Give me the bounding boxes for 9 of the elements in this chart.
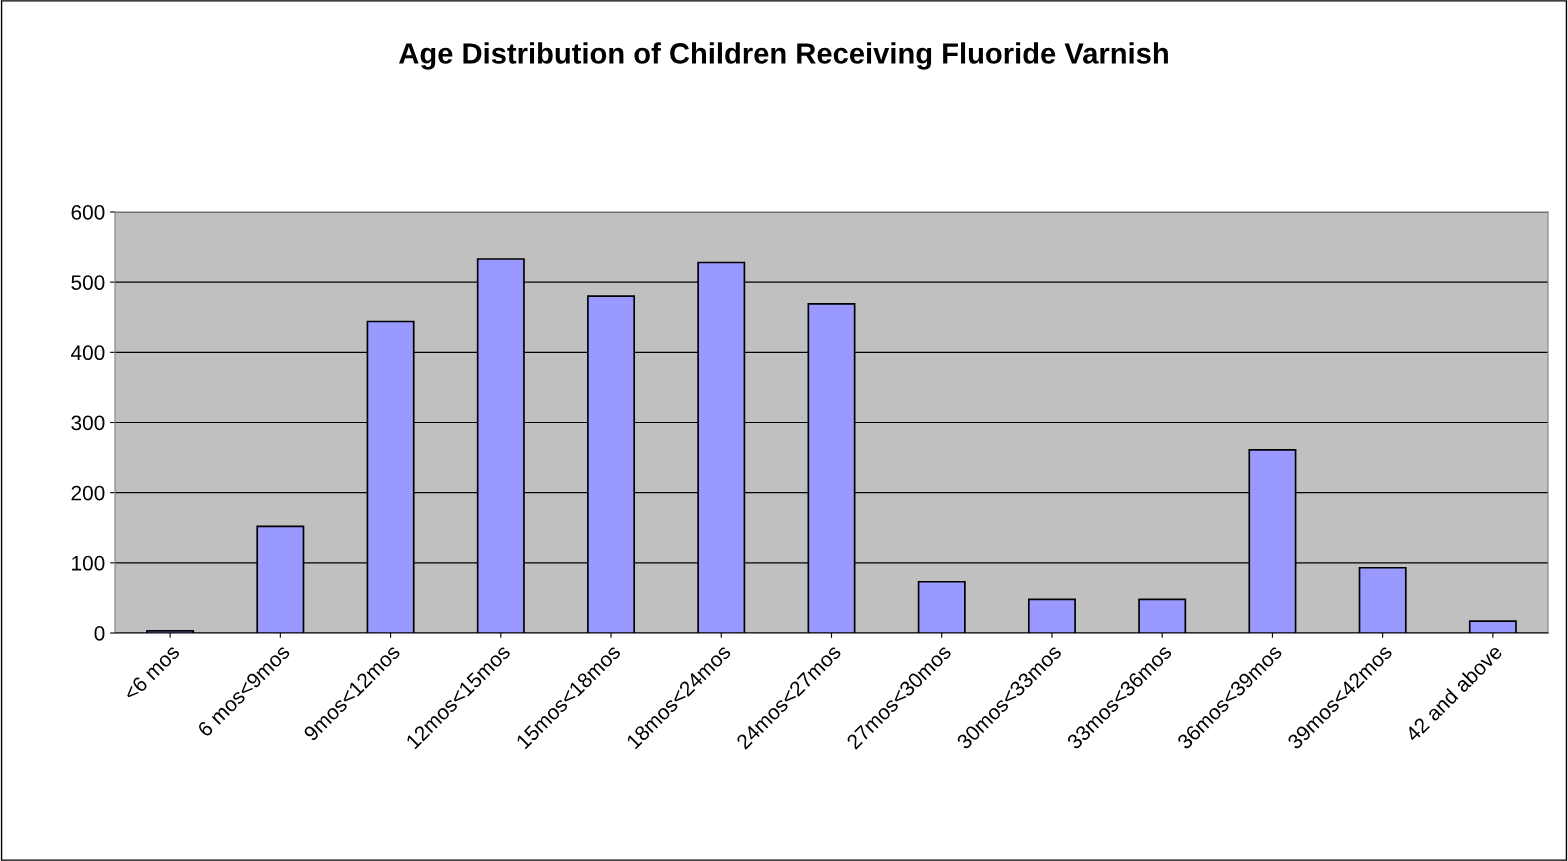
y-tick-label: 300: [71, 415, 105, 431]
y-tick-label: 200: [71, 485, 105, 501]
y-tick-label: 100: [72, 555, 105, 571]
y-tick-label: 500: [71, 275, 105, 290]
y-tick-label: 0: [94, 626, 105, 641]
x-tick-label: <6 mos: [122, 643, 181, 702]
y-tick-label: 600: [71, 205, 105, 220]
y-tick-label: 400: [71, 345, 105, 361]
chart-title: Age Distribution of Children Receiving Fluoride Varnish: [399, 42, 1168, 70]
